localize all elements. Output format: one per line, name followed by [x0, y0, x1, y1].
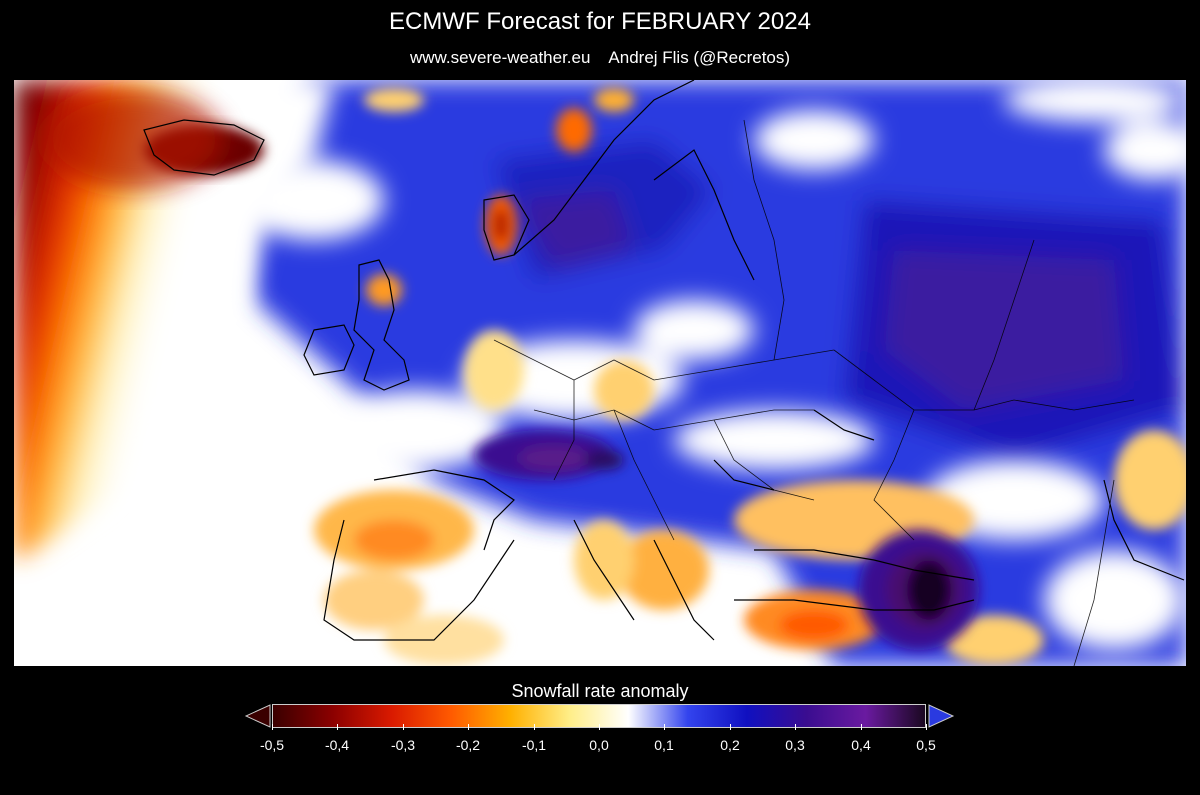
colorbar-tick-label: 0,1: [654, 737, 674, 753]
neutral-patches: [244, 80, 1186, 650]
colorbar-tick-label: -0,2: [455, 737, 481, 753]
strong-positive-patches: [474, 430, 979, 650]
colorbar-tick-mark: [337, 724, 338, 730]
colorbar-tick-label: 0,3: [785, 737, 805, 753]
colorbar-tick-label: -0,4: [324, 737, 350, 753]
colorbar-tick-mark: [272, 724, 273, 730]
colorbar-tick-mark: [926, 724, 927, 730]
colorbar-tick-label: -0,3: [390, 737, 416, 753]
negative-patches: [314, 88, 1186, 665]
colorbar-max-arrow: [928, 704, 955, 728]
anomaly-map-svg: [14, 80, 1186, 666]
site-credit: www.severe-weather.eu: [409, 48, 591, 67]
colorbar-tick-label: 0,5: [916, 737, 936, 753]
colorbar-tick-mark: [861, 724, 862, 730]
colorbar-tick-mark: [599, 724, 600, 730]
colorbar-tick-mark: [795, 724, 796, 730]
anomaly-map: [14, 80, 1186, 666]
colorbar-tick-mark: [468, 724, 469, 730]
legend-title: Snowfall rate anomaly: [511, 681, 689, 701]
atlantic-negative-anomaly: [14, 80, 334, 560]
colorbar-tick-label: 0,0: [589, 737, 609, 753]
coastlines: [143, 80, 1185, 641]
colorbar-min-arrow: [244, 704, 271, 728]
colorbar-tick-label: -0,5: [259, 737, 285, 753]
colorbar-tick-mark: [534, 724, 535, 730]
author-credit: Andrej Flis (@Recretos): [608, 48, 791, 67]
colorbar-tick-mark: [664, 724, 665, 730]
colorbar-tick-label: 0,4: [851, 737, 871, 753]
colorbar-tick-label: 0,2: [720, 737, 740, 753]
borders: [493, 119, 1135, 666]
map-subtitle: www.severe-weather.eu Andrej Flis (@Recr…: [0, 48, 1200, 68]
map-title: ECMWF Forecast for FEBRUARY 2024: [389, 8, 811, 35]
colorbar-tick-mark: [403, 724, 404, 730]
colorbar-tick-label: -0,1: [521, 737, 547, 753]
colorbar-tick-mark: [730, 724, 731, 730]
